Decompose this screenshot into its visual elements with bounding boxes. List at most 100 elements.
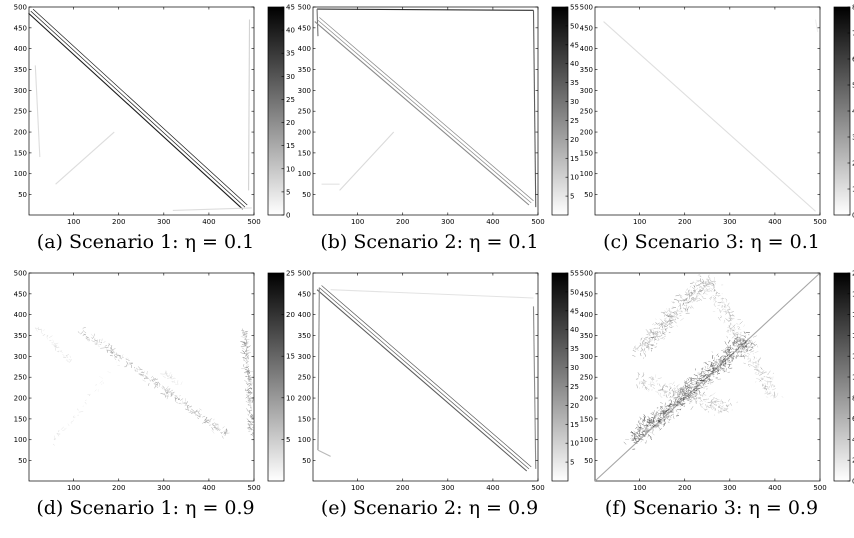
heat-mark	[668, 382, 673, 385]
heat-mark	[663, 419, 666, 422]
colorbar-tick-label: 40	[852, 108, 854, 116]
heat-mark	[671, 307, 677, 309]
heat-mark	[78, 411, 84, 413]
heat-mark	[242, 331, 245, 333]
heat-mark	[639, 342, 641, 345]
colorbar-tick-label: 6	[852, 415, 854, 423]
heat-mark	[729, 314, 734, 317]
heat-mark	[644, 341, 647, 344]
heat-mark	[726, 348, 729, 352]
heat-mark	[741, 349, 743, 351]
heat-mark	[630, 434, 632, 436]
heat-mark	[732, 314, 735, 317]
heat-mark	[708, 278, 711, 281]
heat-mark	[722, 301, 725, 304]
heat-mark	[86, 335, 89, 338]
heat-mark	[688, 289, 691, 293]
heat-mark	[757, 369, 759, 372]
heat-mark	[678, 305, 680, 307]
heat-mark	[649, 431, 651, 433]
heat-mark	[219, 429, 221, 431]
panel-caption: (d) Scenario 1: η = 0.9	[36, 497, 254, 519]
colorbar-tick-label: 60	[852, 56, 854, 64]
heat-mark	[741, 354, 745, 358]
heat-mark	[688, 294, 692, 297]
heat-mark	[247, 424, 251, 427]
heat-mark	[652, 332, 656, 336]
heat-mark	[54, 342, 59, 345]
heat-mark	[707, 405, 710, 408]
heat-mark	[249, 396, 251, 398]
heat-mark	[212, 422, 215, 426]
heat-mark	[662, 410, 664, 414]
heat-mark	[245, 368, 248, 371]
heat-mark	[675, 311, 679, 315]
heat-mark	[56, 433, 60, 437]
heat-mark	[734, 340, 738, 344]
heat-mark	[731, 359, 733, 363]
heat-mark	[641, 374, 645, 378]
heat-mark	[667, 411, 670, 413]
heat-mark	[674, 387, 676, 389]
heat-mark	[716, 372, 721, 375]
heat-mark	[668, 313, 671, 315]
heat-mark	[644, 344, 646, 346]
heat-trace	[532, 306, 537, 469]
heat-mark	[727, 350, 729, 353]
panel-6: 100 200 300 400 5005010015020025030035040045…	[580, 270, 854, 520]
heat-mark	[723, 369, 725, 371]
heat-mark	[663, 417, 666, 419]
heat-mark	[711, 367, 715, 370]
heat-mark	[756, 378, 760, 380]
heat-mark	[662, 312, 666, 314]
heat-mark	[713, 375, 715, 378]
heat-mark	[704, 286, 706, 288]
panel-caption: (a) Scenario 1: η = 0.1	[37, 231, 254, 253]
heat-mark	[717, 304, 721, 306]
heat-mark	[730, 402, 732, 406]
heat-mark	[734, 336, 739, 340]
heat-mark	[642, 339, 645, 343]
heat-mark	[247, 397, 249, 400]
heat-mark	[771, 383, 776, 387]
heat-mark	[48, 335, 53, 339]
colorbar-tick-label: 18	[852, 290, 854, 298]
x-tick-label: 100	[351, 218, 364, 226]
heat-mark	[739, 321, 743, 325]
heat-mark	[673, 301, 675, 303]
heat-mark	[115, 352, 118, 357]
heat-mark	[710, 363, 714, 366]
heat-mark	[175, 383, 179, 386]
heat-trace	[28, 12, 244, 210]
heat-mark	[99, 380, 103, 384]
panel-5: 100 200 300 400 500 50 100 150 200 250 300 350 400 45…	[298, 270, 579, 520]
heat-mark	[690, 406, 694, 410]
heat-mark	[661, 332, 666, 336]
heat-mark	[752, 361, 756, 363]
heat-mark	[731, 353, 735, 357]
heat-mark	[707, 288, 709, 291]
heat-mark	[693, 392, 698, 394]
heat-mark	[693, 394, 696, 397]
heat-mark	[715, 398, 718, 400]
heat-mark	[710, 283, 714, 285]
heat-mark	[670, 314, 673, 317]
heat-mark	[217, 428, 220, 430]
heat-mark	[691, 299, 695, 303]
heat-mark	[712, 369, 715, 371]
heat-mark	[178, 398, 180, 400]
heat-mark	[645, 429, 648, 432]
heat-mark	[140, 374, 145, 377]
y-tick-label: 450	[14, 24, 27, 32]
heat-mark	[154, 384, 157, 389]
heat-mark	[650, 418, 652, 422]
heat-mark	[641, 430, 645, 433]
heat-mark	[697, 385, 701, 387]
heat-mark	[715, 362, 717, 366]
heat-mark	[685, 305, 687, 307]
heat-mark	[657, 389, 660, 392]
heat-mark	[725, 404, 730, 406]
heat-mark	[82, 329, 86, 334]
y-tick-label: 350	[14, 66, 27, 74]
